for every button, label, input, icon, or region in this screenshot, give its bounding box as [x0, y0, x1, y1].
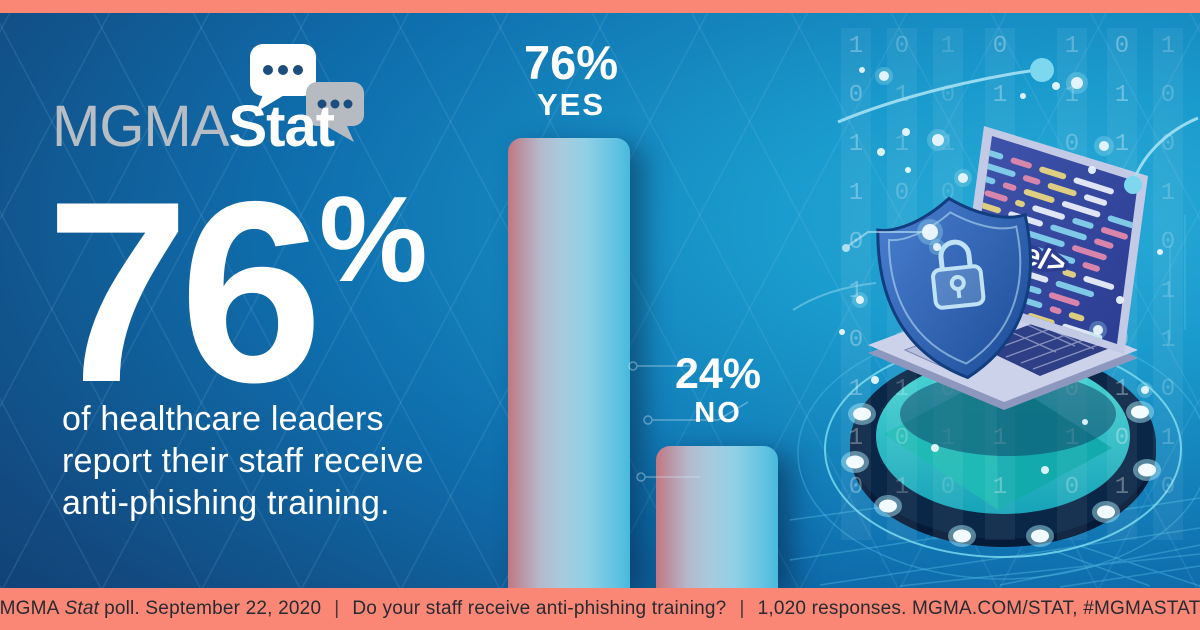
- circuit-traces-left: [628, 361, 749, 482]
- footer-responses: 1,020 responses. MGMA.COM/STAT, #MGMASTA…: [757, 598, 1200, 619]
- bar-label-no: 24% NO: [618, 350, 818, 430]
- hero-percent-sign: %: [318, 171, 428, 307]
- orbit-arc-dot: [1124, 176, 1142, 194]
- logo-mgma-text: MGMA: [52, 94, 229, 159]
- hero-value: 76: [46, 147, 323, 436]
- platform-rim-dots: [841, 401, 1161, 547]
- logo-stat-text: Stat: [228, 94, 335, 159]
- hero-description: of healthcare leaders report their staff…: [62, 398, 424, 524]
- footer-divider: |: [739, 598, 745, 619]
- logo-wordmark: MGMAStat: [52, 98, 335, 156]
- bar-no-answer: NO: [694, 397, 742, 430]
- orbit-arcs: [792, 68, 1199, 311]
- footer-question: Do your staff receive anti-phishing trai…: [352, 598, 727, 619]
- hero-description-line: anti-phishing training.: [62, 484, 390, 522]
- speech-bubbles-icon: [250, 44, 364, 142]
- footer-poll-info: poll. September 22, 2020: [104, 598, 322, 619]
- footer-divider: |: [334, 598, 340, 619]
- shield-connector: [842, 219, 943, 252]
- bar-no-value: 24%: [674, 350, 762, 398]
- hero-statistic: 76%: [46, 163, 427, 421]
- platform: [850, 349, 1156, 547]
- cybersecurity-illustration: 1011010110011010110110100110100101101011…: [628, 28, 1200, 588]
- mgma-stat-logo: MGMAStat: [52, 38, 382, 168]
- hero-description-line: report their staff receive: [62, 442, 424, 480]
- bar-yes: [508, 138, 630, 588]
- glow-dots: [839, 67, 1163, 474]
- bar-yes-value: 76%: [523, 36, 619, 89]
- orbit-arc-dot: [1030, 58, 1054, 82]
- shield-lock-icon: [876, 196, 1032, 380]
- bar-yes-answer: YES: [536, 87, 606, 123]
- bar-label-yes: 76% YES: [471, 38, 671, 123]
- footer-bar: MGMA Stat poll. September 22, 2020 | Do yo…: [0, 588, 1200, 630]
- footer-brand-stat: Stat: [64, 598, 100, 619]
- top-accent-band: [0, 0, 1200, 13]
- hero-description-line: of healthcare leaders: [62, 400, 384, 438]
- bar-no: [656, 446, 778, 588]
- footer-brand: MGMA: [0, 598, 60, 619]
